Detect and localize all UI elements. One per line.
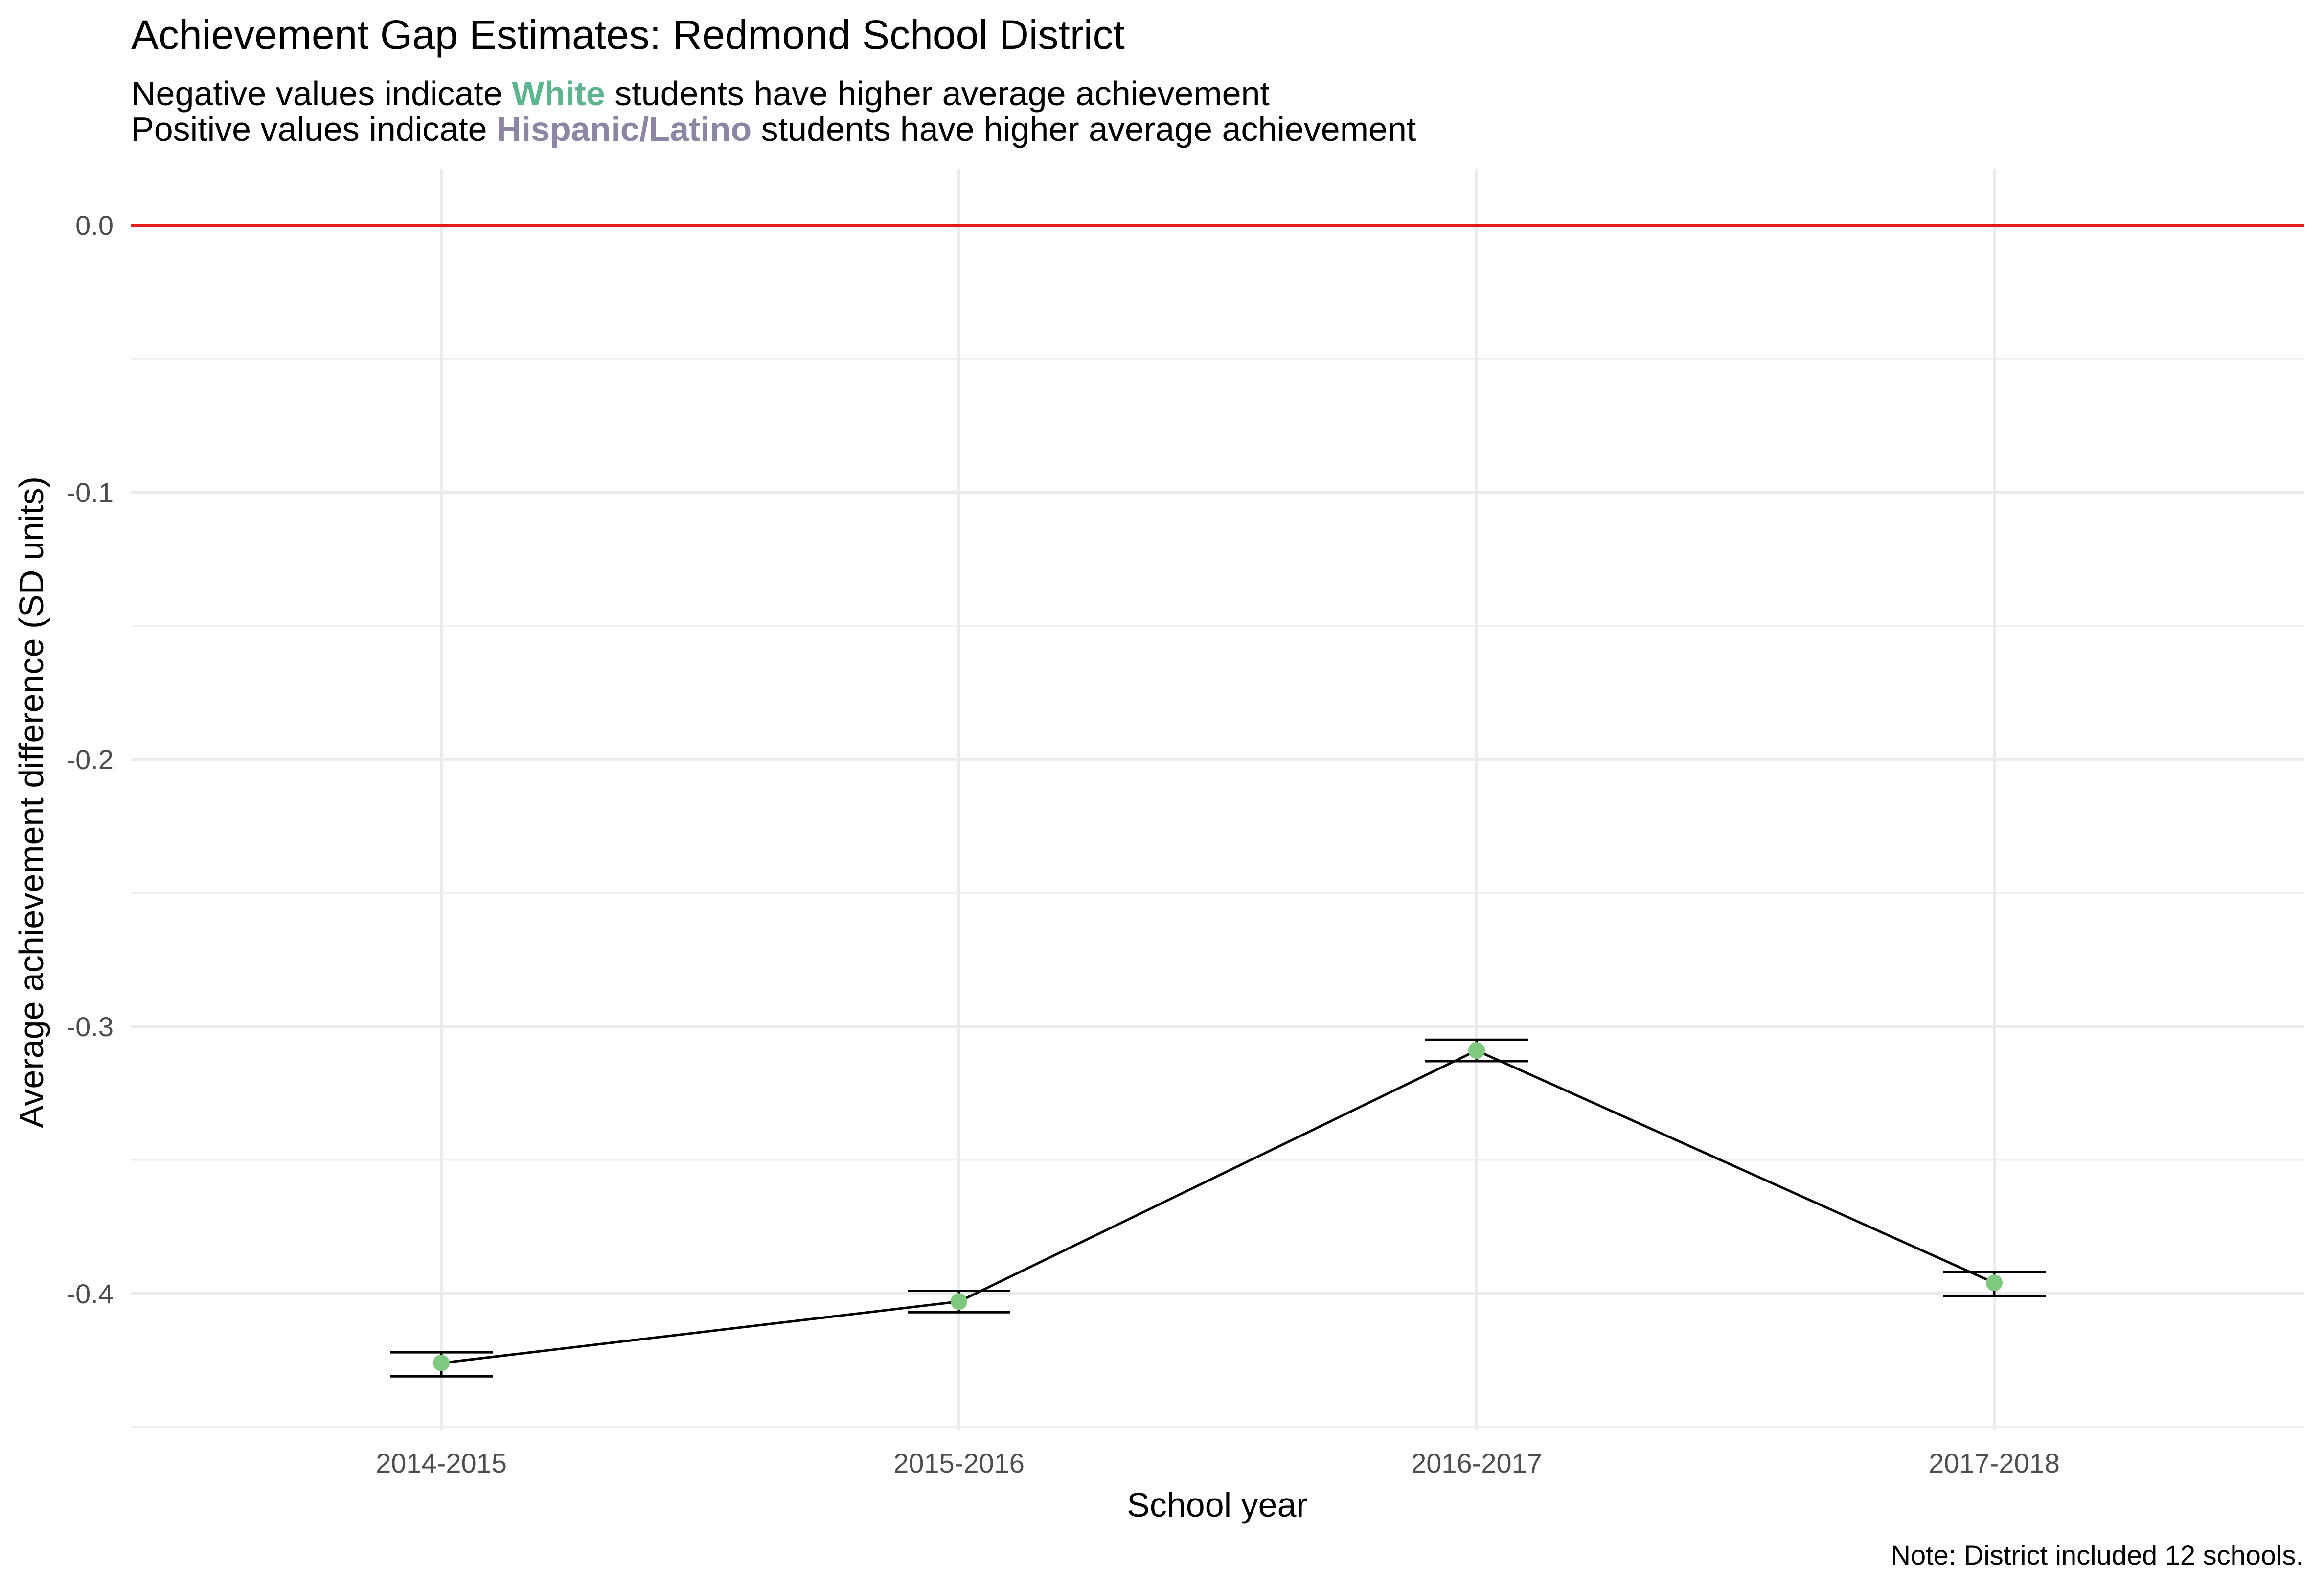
- x-tick-label: 2014-2015: [376, 1448, 507, 1478]
- error-bars: [390, 1038, 2046, 1378]
- subtitle-line1-highlight: White: [512, 74, 605, 113]
- subtitle-line2-before: Positive values indicate: [131, 110, 497, 148]
- subtitle-line1-before: Negative values indicate: [131, 74, 512, 113]
- x-tick-label: 2015-2016: [893, 1448, 1025, 1478]
- y-tick-label: -0.1: [67, 477, 114, 508]
- subtitle-line2-highlight: Hispanic/Latino: [497, 110, 752, 148]
- x-tick-label: 2017-2018: [1929, 1448, 2060, 1478]
- series-line-group: [441, 1049, 1995, 1364]
- y-tick-label: -0.4: [67, 1278, 114, 1309]
- minor-gridlines: [131, 358, 2304, 1428]
- y-tick-label: -0.3: [67, 1011, 114, 1042]
- subtitle-line2-after: students have higher average achievement: [752, 110, 1416, 148]
- data-points: [433, 1042, 2003, 1371]
- x-tick-labels: 2014-2015 2015-2016 2016-2017 2017-2018: [376, 1448, 2060, 1478]
- chart-subtitle-line1: Negative values indicate White students …: [131, 74, 1270, 113]
- chart-title: Achievement Gap Estimates: Redmond Schoo…: [131, 12, 1125, 58]
- data-point: [1986, 1274, 2003, 1292]
- data-point: [951, 1293, 967, 1310]
- chart-subtitle-line2: Positive values indicate Hispanic/Latino…: [131, 110, 1416, 148]
- chart-caption: Note: District included 12 schools.: [1891, 1540, 2304, 1570]
- y-tick-label: -0.2: [67, 744, 114, 775]
- data-point: [433, 1354, 450, 1371]
- x-tick-label: 2016-2017: [1411, 1448, 1542, 1478]
- y-tick-label: 0.0: [75, 210, 114, 241]
- y-axis-title: Average achievement difference (SD units…: [12, 477, 50, 1128]
- y-tick-labels: 0.0 -0.1 -0.2 -0.3 -0.4: [67, 210, 114, 1309]
- series-line: [441, 1049, 1995, 1364]
- x-axis-title: School year: [1127, 1486, 1308, 1524]
- data-point: [1468, 1042, 1485, 1059]
- subtitle-line1-after: students have higher average achievement: [605, 74, 1270, 113]
